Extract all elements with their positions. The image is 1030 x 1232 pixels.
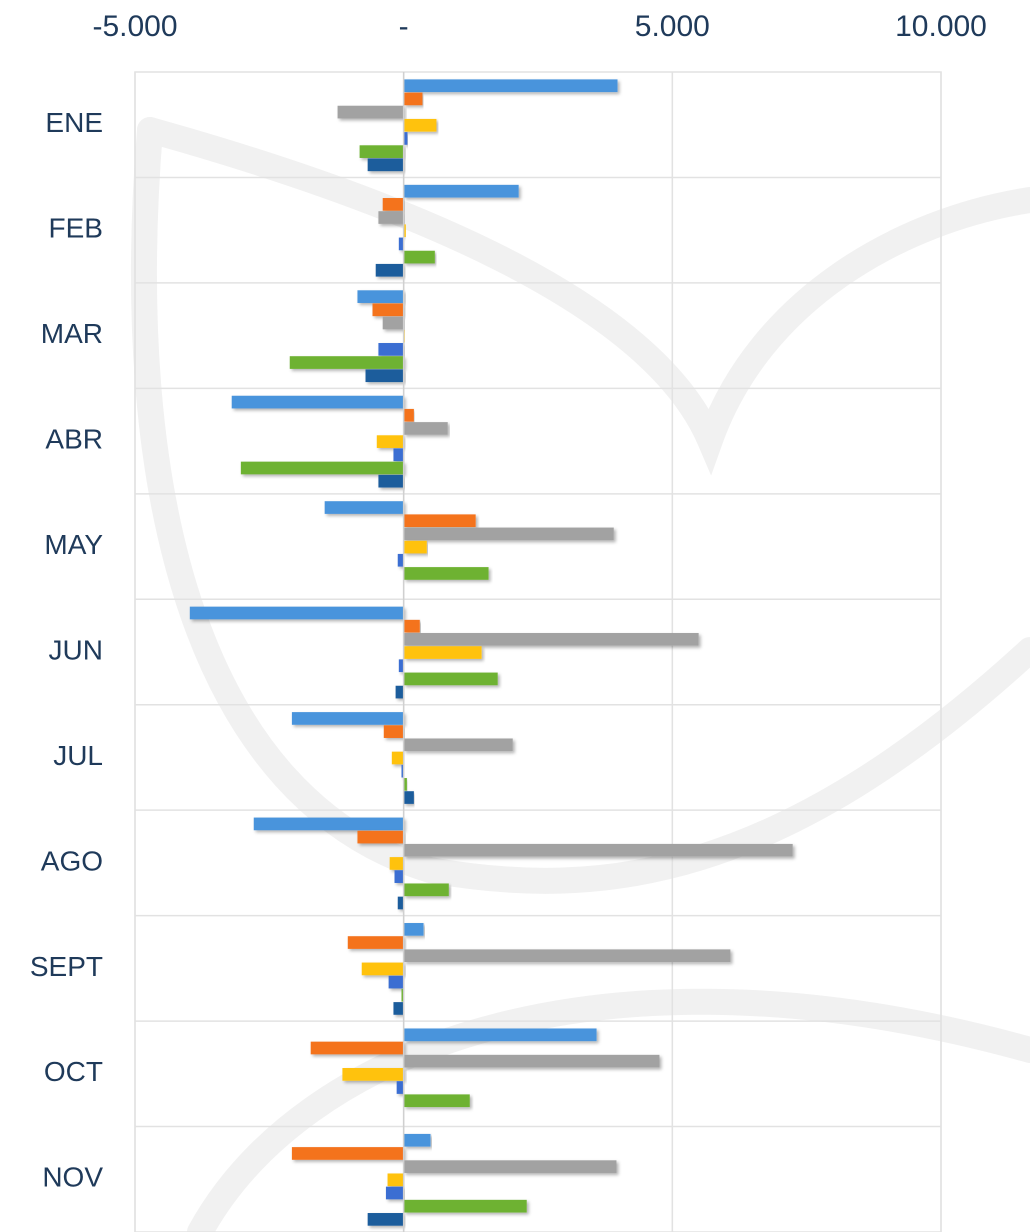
bar bbox=[390, 857, 404, 870]
bar bbox=[376, 264, 404, 277]
bar bbox=[392, 752, 404, 765]
bar bbox=[362, 963, 404, 976]
y-tick-label: JUN bbox=[49, 634, 103, 665]
bar bbox=[393, 1002, 403, 1015]
bar bbox=[404, 1028, 597, 1041]
bar bbox=[395, 870, 404, 883]
y-tick-label: ABR bbox=[45, 423, 103, 454]
bar bbox=[404, 93, 423, 106]
x-tick-label: 10.000 bbox=[895, 10, 987, 43]
bar bbox=[398, 554, 404, 567]
y-tick-label: NOV bbox=[42, 1162, 103, 1193]
bar bbox=[366, 369, 404, 382]
bar bbox=[404, 409, 414, 422]
bar bbox=[404, 528, 614, 541]
y-tick-label: OCT bbox=[44, 1056, 103, 1087]
bar bbox=[368, 1213, 404, 1226]
bar bbox=[378, 211, 403, 224]
bar bbox=[383, 198, 404, 211]
bar bbox=[404, 791, 414, 804]
bar bbox=[377, 435, 404, 448]
bar bbox=[404, 923, 424, 936]
bar bbox=[386, 1187, 404, 1200]
bar bbox=[404, 541, 427, 554]
bar bbox=[404, 185, 519, 198]
bar bbox=[404, 883, 449, 896]
bar bbox=[378, 475, 403, 488]
y-tick-label: JUL bbox=[53, 740, 103, 771]
bar bbox=[388, 1173, 404, 1186]
bar bbox=[311, 1042, 404, 1055]
bar bbox=[398, 897, 404, 910]
x-tick-label: -5.000 bbox=[92, 10, 177, 43]
bar bbox=[397, 1081, 404, 1094]
chart: -5.000-5.00010.000ENEFEBMARABRMAYJUNJULA… bbox=[0, 0, 1030, 1232]
bar bbox=[357, 290, 403, 303]
bar bbox=[290, 356, 404, 369]
bar bbox=[393, 448, 403, 461]
bar bbox=[373, 303, 404, 316]
bar bbox=[190, 607, 404, 620]
y-tick-label: ENE bbox=[45, 107, 103, 138]
y-tick-label: FEB bbox=[49, 213, 103, 244]
bar bbox=[368, 158, 404, 171]
bar bbox=[404, 844, 793, 857]
bar bbox=[342, 1068, 403, 1081]
y-tick-label: AGO bbox=[41, 845, 103, 876]
y-tick-label: SEPT bbox=[30, 951, 103, 982]
bar bbox=[404, 119, 437, 132]
bar bbox=[348, 936, 404, 949]
y-tick-label: MAY bbox=[44, 529, 103, 560]
x-tick-label: - bbox=[399, 10, 409, 43]
bar bbox=[325, 501, 404, 514]
bar bbox=[404, 1094, 470, 1107]
bar bbox=[404, 1160, 617, 1173]
x-tick-label: 5.000 bbox=[635, 10, 710, 43]
bar bbox=[404, 646, 482, 659]
bar bbox=[389, 976, 404, 989]
bar bbox=[292, 712, 404, 725]
bar bbox=[404, 79, 618, 92]
bar bbox=[338, 106, 404, 119]
bar bbox=[404, 1200, 527, 1213]
bar bbox=[404, 673, 498, 686]
bar bbox=[404, 620, 420, 633]
bar bbox=[404, 1055, 660, 1068]
bar bbox=[254, 818, 404, 831]
bar bbox=[292, 1147, 404, 1160]
bar bbox=[232, 396, 404, 409]
bar bbox=[357, 831, 403, 844]
bar bbox=[404, 738, 513, 751]
bar bbox=[404, 514, 476, 527]
bar bbox=[404, 1134, 431, 1147]
y-tick-label: MAR bbox=[41, 318, 103, 349]
bar bbox=[384, 725, 404, 738]
bar bbox=[378, 343, 403, 356]
bar bbox=[404, 422, 448, 435]
bar bbox=[383, 317, 404, 330]
bar bbox=[404, 949, 731, 962]
bar bbox=[241, 462, 404, 475]
bar bbox=[360, 145, 404, 158]
bar bbox=[396, 686, 404, 699]
bar bbox=[404, 567, 489, 580]
bar bbox=[404, 633, 699, 646]
bar bbox=[404, 251, 435, 264]
